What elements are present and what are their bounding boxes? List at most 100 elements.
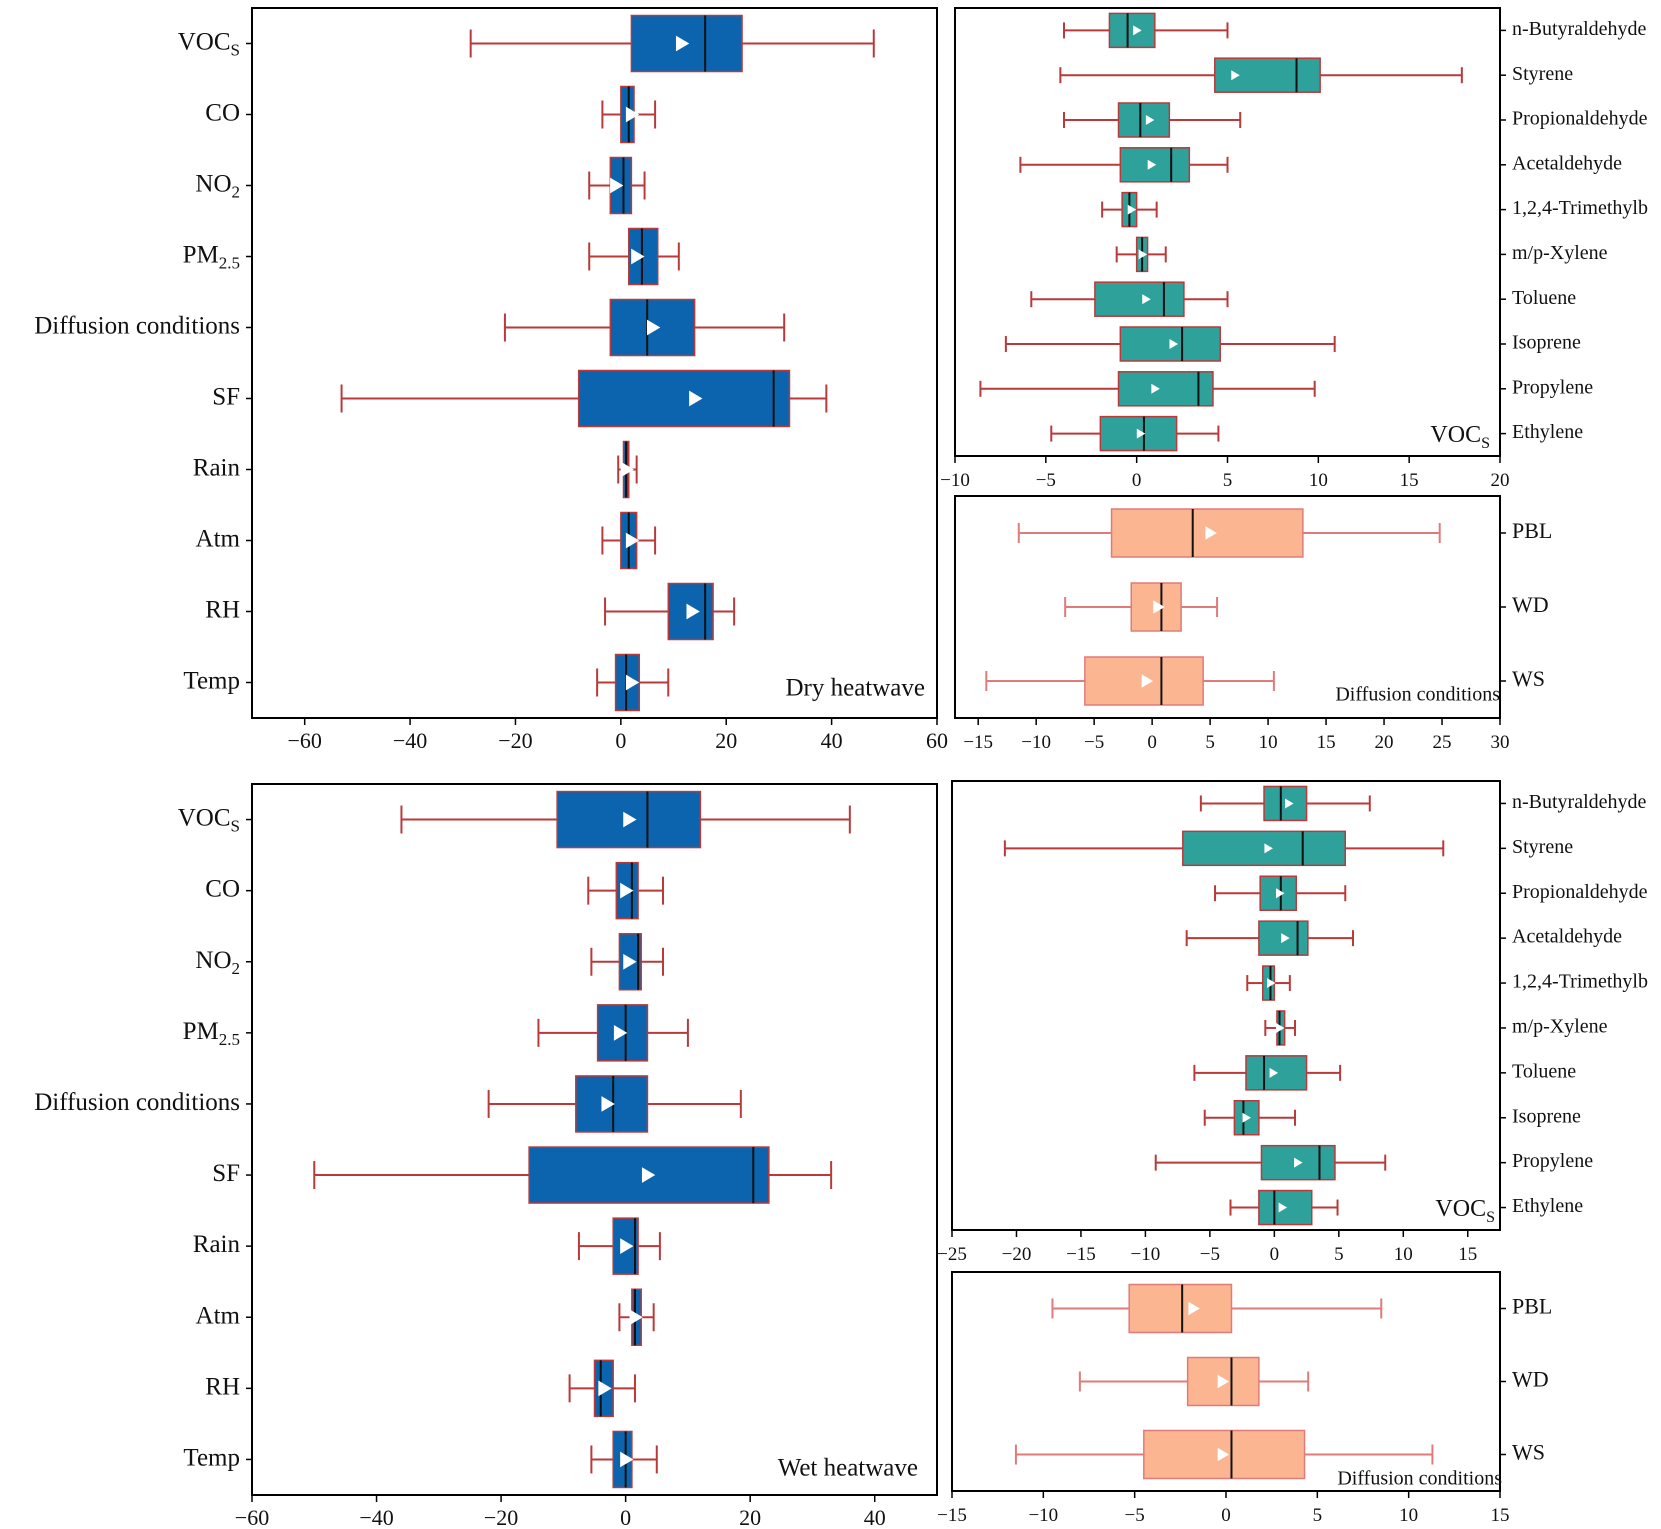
category-label: m/p-Xylene [1512, 1016, 1608, 1038]
mean-marker [1147, 159, 1157, 170]
mean-marker [1133, 25, 1142, 36]
x-tick-label: 25 [1433, 732, 1452, 753]
x-tick-label: 0 [1270, 1244, 1280, 1265]
mean-marker [1278, 1202, 1288, 1213]
mean-marker [620, 461, 634, 478]
category-label: Rain [193, 1231, 241, 1258]
category-label: Rain [193, 454, 241, 481]
box-item: NO2 [195, 156, 646, 215]
box-item: SF [212, 1146, 833, 1204]
x-tick-label: −10 [1028, 1505, 1058, 1526]
iqr-box [1128, 1283, 1233, 1334]
mean-marker [620, 1238, 634, 1254]
x-tick-label: −10 [940, 470, 970, 491]
category-label: Propylene [1512, 376, 1593, 398]
box-item: 1,2,4-Trimethylb [1101, 191, 1648, 228]
x-tick-label: −20 [484, 1505, 518, 1529]
x-tick-label: 30 [1491, 732, 1510, 753]
x-tick-label: 40 [864, 1505, 886, 1529]
mean-marker [1294, 1157, 1303, 1168]
category-label: n-Butyraldehyde [1512, 791, 1647, 813]
iqr-box [577, 369, 791, 428]
category-label: WS [1512, 1440, 1545, 1465]
x-tick-label: −10 [1021, 732, 1051, 753]
mean-marker [1242, 1112, 1251, 1123]
x-tick-label: 20 [1375, 732, 1394, 753]
x-tick-label: 60 [926, 728, 948, 753]
mean-marker [623, 811, 637, 828]
box-item: m/p-Xylene [1264, 1010, 1608, 1046]
x-tick-label: −20 [1002, 1244, 1032, 1265]
panel-annotation: Diffusion conditions [1335, 684, 1500, 706]
category-label: Acetaldehyde [1512, 152, 1622, 174]
mean-marker [623, 953, 637, 970]
x-tick-label: 5 [1223, 470, 1233, 491]
x-tick-label: 0 [1147, 732, 1157, 753]
panel-annotation: Diffusion conditions [1337, 1468, 1502, 1490]
x-tick-label: 0 [1221, 1505, 1231, 1526]
box-item: Ethylene [1229, 1189, 1583, 1226]
x-tick-label: 5 [1313, 1505, 1323, 1526]
category-label: Temp [183, 1444, 240, 1471]
iqr-box [1094, 281, 1185, 317]
category-label: WS [1512, 666, 1545, 691]
box-item: Isoprene [1203, 1100, 1581, 1136]
category-label: Ethylene [1512, 1195, 1583, 1217]
category-label: Acetaldehyde [1512, 926, 1622, 948]
x-tick-label: 5 [1334, 1244, 1344, 1265]
x-tick-label: −5 [1036, 470, 1056, 491]
x-tick-label: 15 [1400, 470, 1419, 491]
mean-marker [1151, 383, 1160, 394]
category-label: Isoprene [1512, 1105, 1581, 1127]
category-label: Styrene [1512, 836, 1573, 858]
box-item: n-Butyraldehyde [1199, 785, 1647, 822]
x-tick-label: 15 [1491, 1505, 1510, 1526]
x-tick-label: 10 [1399, 1505, 1418, 1526]
mean-marker [1285, 798, 1294, 809]
x-tick-label: 40 [821, 728, 843, 753]
plot-frame [251, 783, 938, 1496]
box-item: RH [205, 582, 736, 641]
box-item: PM2.5 [183, 1004, 689, 1062]
mean-marker [610, 177, 624, 194]
category-label: Propylene [1512, 1150, 1593, 1172]
mean-marker [625, 106, 640, 123]
box-item: WS [1014, 1429, 1545, 1480]
panel-dry-diffusion: −15 −10 −5 0 5 10 15 20 25 30 PBL WD WS Diffusion con… [954, 495, 1552, 753]
box-item: 1,2,4-Trimethylb [1246, 965, 1648, 1001]
mean-marker [1217, 1374, 1230, 1389]
box-item: m/p-Xylene [1115, 236, 1608, 273]
x-tick-label: 0 [1132, 470, 1142, 491]
box-item: WD [1078, 1356, 1549, 1407]
mean-marker [641, 1167, 656, 1183]
x-tick-label: −5 [1084, 732, 1104, 753]
mean-marker [1169, 339, 1178, 349]
category-label: Propionaldehyde [1512, 881, 1648, 903]
x-tick-label: −25 [937, 1244, 967, 1265]
x-tick-label: 15 [1317, 732, 1336, 753]
category-label: PM2.5 [183, 241, 240, 272]
mean-marker [620, 1451, 634, 1468]
x-tick-label: 10 [1394, 1244, 1413, 1265]
mean-marker [601, 1096, 615, 1112]
category-label: 1,2,4-Trimethylb [1512, 971, 1648, 993]
category-label: RH [205, 596, 240, 623]
mean-marker [1142, 294, 1151, 305]
box-item: Atm [196, 1288, 655, 1346]
x-tick-label: 0 [620, 1505, 631, 1529]
mean-marker [1217, 1447, 1230, 1462]
x-tick-label: −60 [235, 1505, 269, 1529]
category-label: Atm [196, 525, 241, 552]
box-item: RH [205, 1359, 636, 1418]
box-item: PBL [1051, 1283, 1552, 1334]
category-label: Toluene [1512, 1060, 1576, 1082]
category-label: Temp [183, 667, 240, 694]
mean-marker [620, 882, 634, 899]
mean-marker [689, 390, 703, 407]
category-label: WD [1512, 592, 1549, 617]
category-label: Diffusion conditions [34, 312, 240, 339]
box-item: Temp [183, 653, 670, 712]
panel-annotation: Wet heatwave [778, 1455, 918, 1482]
category-label: PBL [1512, 1294, 1552, 1319]
